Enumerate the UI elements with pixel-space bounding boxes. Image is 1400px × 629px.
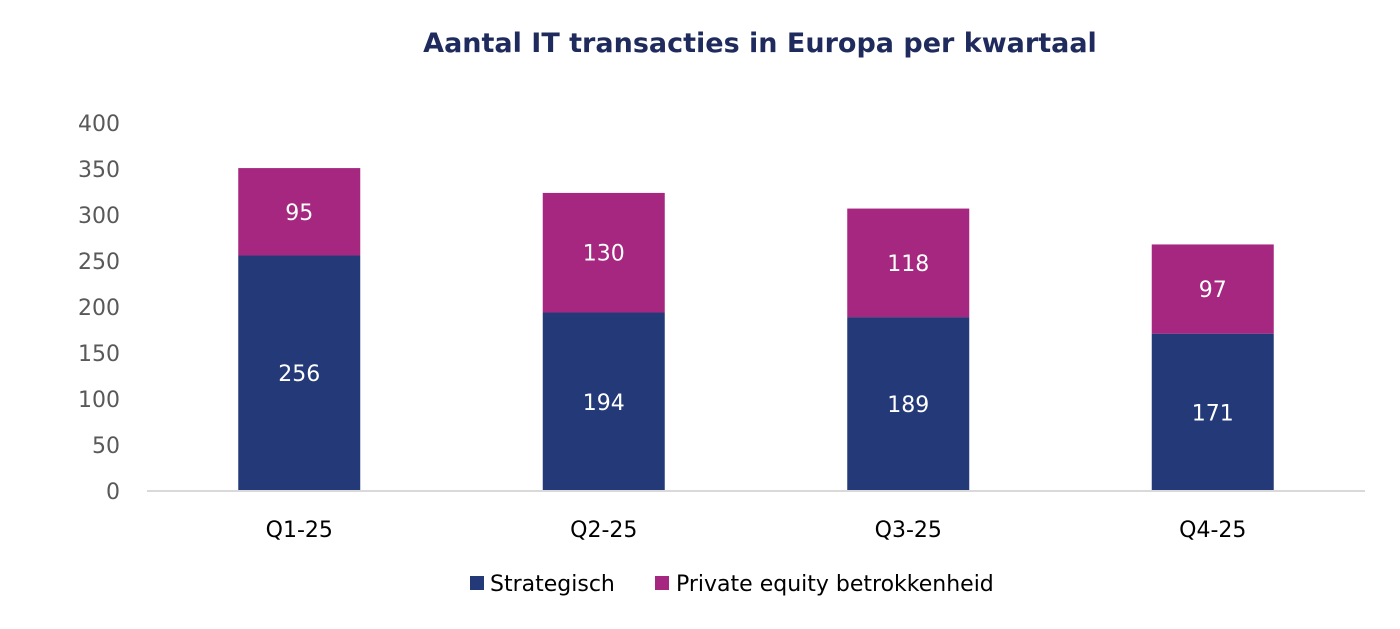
y-tick-label: 200	[78, 296, 120, 321]
y-tick-label: 250	[78, 250, 120, 275]
data-label: 130	[583, 242, 625, 267]
bar-strategisch-q4-25	[1151, 333, 1274, 491]
bar-private-equity-q2-25	[542, 192, 665, 313]
y-tick-label: 150	[78, 342, 120, 367]
bar-private-equity-q3-25	[847, 208, 970, 318]
bar-private-equity-q1-25	[238, 168, 361, 256]
legend-label-strategisch: Strategisch	[490, 572, 615, 597]
y-tick-label: 100	[78, 388, 120, 413]
x-tick-label: Q2-25	[570, 518, 637, 543]
data-label: 97	[1199, 278, 1227, 303]
legend: Strategisch Private equity betrokkenheid	[470, 572, 994, 597]
data-label: 256	[278, 362, 320, 387]
legend-label-private-equity: Private equity betrokkenheid	[676, 572, 994, 597]
legend-swatch-strategisch	[470, 576, 484, 590]
y-axis-tick-labels: 0 50 100 150 200 250 300 350 400	[78, 112, 120, 505]
data-label: 194	[583, 391, 625, 416]
x-tick-label: Q3-25	[875, 518, 942, 543]
y-tick-label: 50	[92, 434, 120, 459]
data-label: 189	[887, 393, 929, 418]
bar-private-equity-q4-25	[1151, 244, 1274, 334]
y-tick-label: 400	[78, 112, 120, 137]
bars	[238, 168, 1274, 491]
y-tick-label: 300	[78, 204, 120, 229]
x-tick-label: Q1-25	[266, 518, 333, 543]
bar-strategisch-q3-25	[847, 317, 970, 491]
bar-strategisch-q1-25	[238, 255, 361, 491]
y-tick-label: 350	[78, 158, 120, 183]
data-label: 118	[887, 252, 929, 277]
bar-strategisch-q2-25	[542, 312, 665, 491]
data-labels: 256 95 194 130 189 118 171 97	[278, 201, 1234, 427]
x-axis-tick-labels: Q1-25 Q2-25 Q3-25 Q4-25	[266, 518, 1247, 543]
data-label: 171	[1192, 401, 1234, 426]
y-tick-label: 0	[106, 480, 120, 505]
data-label: 95	[285, 201, 313, 226]
x-tick-label: Q4-25	[1179, 518, 1246, 543]
chart-title: Aantal IT transacties in Europa per kwar…	[423, 28, 1097, 59]
legend-swatch-private-equity	[655, 576, 669, 590]
